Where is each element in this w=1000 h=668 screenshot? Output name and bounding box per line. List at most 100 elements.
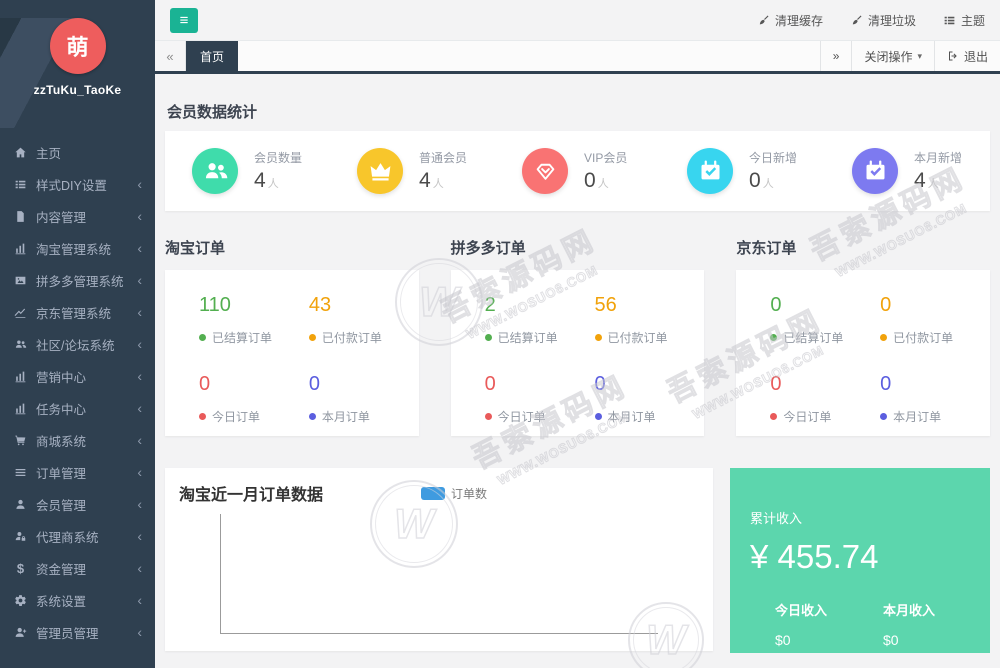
sidebar-item-system-settings[interactable]: 系统设置 ‹ [0,584,155,616]
sidebar-item-orders[interactable]: 订单管理 ‹ [0,456,155,488]
bar-chart-icon [13,402,28,415]
logout-button[interactable]: 退出 [933,41,1000,71]
sidebar-item-marketing[interactable]: 营销中心 ‹ [0,360,155,392]
sidebar-item-label: 代理商系统 [36,530,99,545]
pinduoduo-orders-card: 2 已结算订单 56 已付款订单 0 今日订单 0 [450,270,705,436]
sidebar: 萌 zzTuKu_TaoKe 主页 样式DIY设置 ‹ 内容管理 ‹ 淘宝管理系… [0,0,155,668]
legend-dot [594,334,602,341]
sidebar-item-label: 系统设置 [36,594,87,609]
clear-cache-button[interactable]: 清理缓存 [757,12,823,29]
metric-month: 0 本月订单 [880,373,942,424]
sidebar-item-label: 商城系统 [36,434,87,449]
document-icon [13,210,28,223]
tabs-scroll-left-button[interactable]: « [155,41,186,71]
sidebar-item-label: 主页 [36,146,62,161]
sidebar-toggle-button[interactable]: ≡ [170,7,198,33]
sidebar-item-label: 管理员管理 [36,626,99,641]
hamburger-icon: ≡ [179,11,189,29]
dollar-icon: $ [16,560,25,576]
total-revenue-value: ¥ 455.74 [750,538,879,575]
tab-home[interactable]: 首页 [186,41,239,71]
sidebar-item-label: 京东管理系统 [36,306,112,321]
pinduoduo-orders-section: 拼多多订单 2 已结算订单 56 已付款订单 0 今日订单 [450,237,705,436]
chevron-left-icon: ‹ [137,208,142,224]
legend-dot [308,334,316,341]
theme-button[interactable]: 主题 [943,12,985,29]
legend-dot [484,334,492,341]
logo-character: 萌 [66,35,89,60]
stat-value: 0 [584,169,596,192]
member-stats-title: 会员数据统计 [167,104,258,121]
chevron-left-icon: ‹ [137,272,142,288]
close-operations-dropdown[interactable]: 关闭操作 ▾ [851,41,934,71]
sidebar-item-tasks[interactable]: 任务中心 ‹ [0,392,155,424]
tab-bar: « 首页 » 关闭操作 ▾ 退出 [155,40,1000,74]
chevron-left-icon: ‹ [137,528,142,544]
header-actions: 清理缓存 清理垃圾 主题 [757,12,985,29]
sidebar-item-label: 拼多多管理系统 [36,274,124,289]
metric-today: 0 今日订单 [770,373,832,424]
stat-value: 4 [419,169,431,192]
user-icon [13,498,28,511]
logo-title: zzTuKu_TaoKe [33,83,122,97]
chevron-left-icon: ‹ [137,400,142,416]
logo-avatar[interactable]: 萌 [49,18,106,74]
sidebar-item-community[interactable]: 社区/论坛系统 ‹ [0,328,155,360]
sidebar-item-label: 营销中心 [36,370,87,385]
sign-out-icon [947,50,959,62]
metric-today: 0 今日订单 [484,373,546,424]
crown-icon [357,148,403,194]
section-title: 拼多多订单 [450,240,526,257]
metric-settled: 0 已结算订单 [770,294,844,345]
bar-chart-icon [13,370,28,383]
today-revenue: 今日收入 $0 [775,603,828,648]
clear-trash-button[interactable]: 清理垃圾 [850,12,916,29]
brand-header: 萌 zzTuKu_TaoKe [0,18,155,128]
sidebar-item-funds[interactable]: $ 资金管理 ‹ [0,552,155,584]
sidebar-item-members[interactable]: 会员管理 ‹ [0,488,155,520]
user-lock-icon [13,530,28,543]
sidebar-item-pinduoduo[interactable]: 拼多多管理系统 ‹ [0,264,155,296]
sidebar-item-label: 样式DIY设置 [36,178,107,193]
sidebar-item-taobao[interactable]: 淘宝管理系统 ‹ [0,232,155,264]
tabs-scroll-right-button[interactable]: » [819,41,852,71]
metric-today: 0 今日订单 [199,373,261,424]
legend-swatch [421,487,445,500]
sidebar-item-label: 淘宝管理系统 [36,242,112,257]
gear-icon [13,594,28,607]
sidebar-item-mall[interactable]: 商城系统 ‹ [0,424,155,456]
jingdong-orders-card: 0 已结算订单 0 已付款订单 0 今日订单 0 [736,270,991,436]
sidebar-item-home[interactable]: 主页 [0,136,155,168]
sidebar-item-jingdong[interactable]: 京东管理系统 ‹ [0,296,155,328]
stat-value: 0 [749,169,761,192]
chart-legend-orders[interactable]: 订单数 [421,485,487,502]
legend-dot [770,413,778,420]
legend-dot [770,334,778,341]
sidebar-item-admins[interactable]: 管理员管理 ‹ [0,616,155,648]
legend-dot [199,334,206,341]
total-revenue-label: 累计收入 [750,511,803,526]
sidebar-item-style-diy[interactable]: 样式DIY设置 ‹ [0,168,155,200]
month-revenue: 本月收入 $0 [883,603,936,648]
chevron-left-icon: ‹ [137,464,142,480]
chevron-left-icon: ‹ [137,304,142,320]
legend-dot [880,413,888,420]
sidebar-item-agents[interactable]: 代理商系统 ‹ [0,520,155,552]
sidebar-item-label: 内容管理 [36,210,87,225]
users-icon [13,338,28,351]
legend-dot [594,413,602,420]
sidebar-item-content[interactable]: 内容管理 ‹ [0,200,155,232]
chart-title: 淘宝近一月订单数据 [179,487,324,504]
metric-month: 0 本月订单 [594,373,656,424]
chevron-left-icon: ‹ [137,560,142,576]
sidebar-nav: 主页 样式DIY设置 ‹ 内容管理 ‹ 淘宝管理系统 ‹ 拼多多管理系统 ‹ [0,128,155,648]
line-chart-icon [13,306,28,319]
sidebar-item-label: 任务中心 [36,402,87,417]
